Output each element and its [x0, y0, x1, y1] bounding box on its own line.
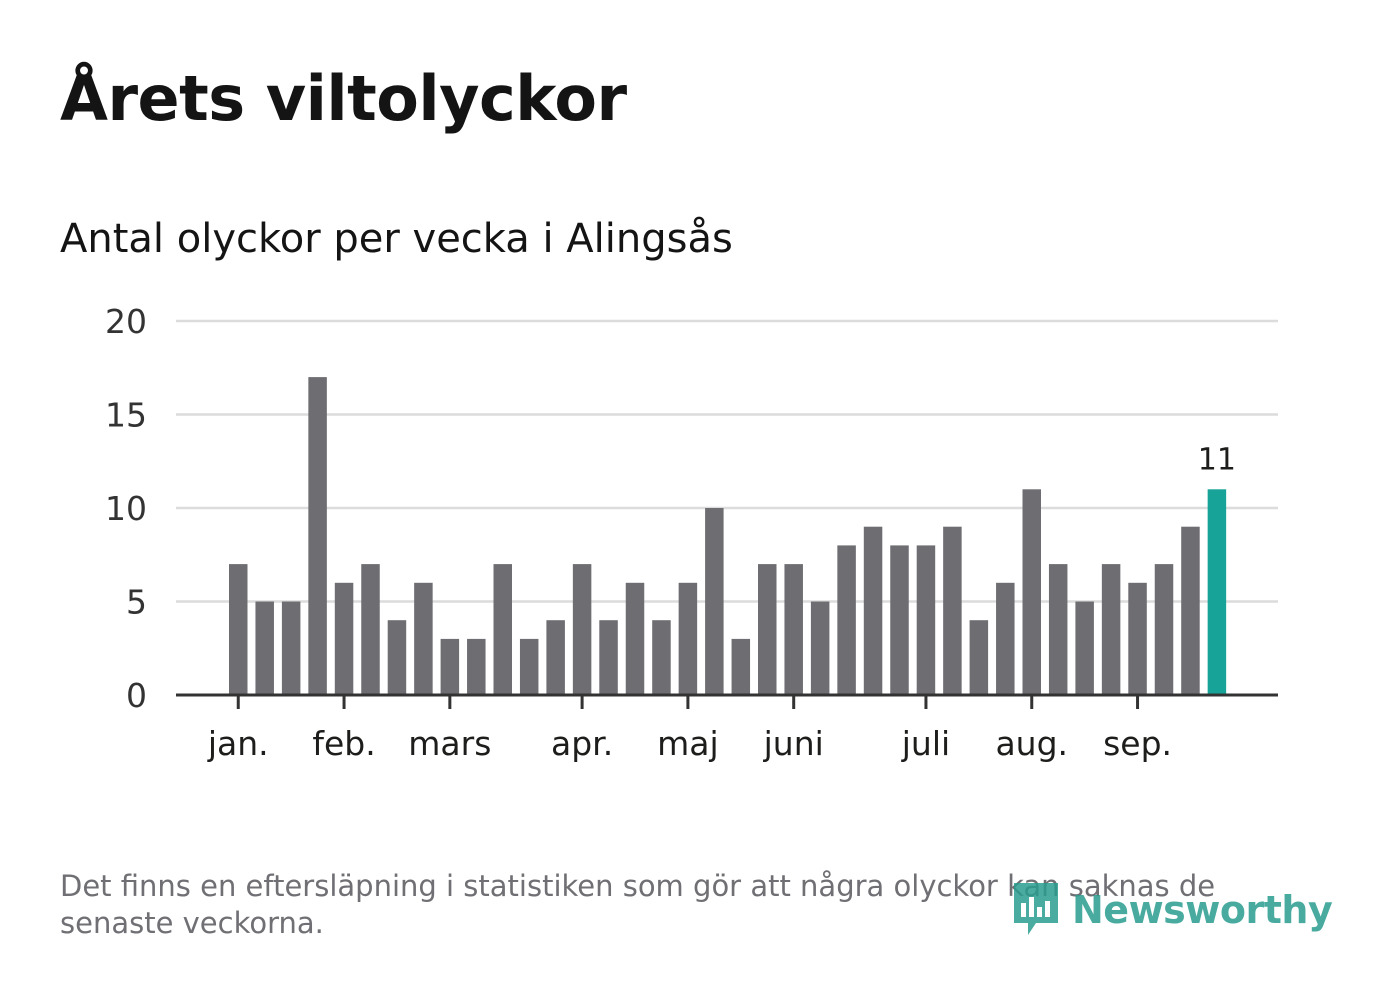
- x-tick-label: mars: [408, 724, 491, 763]
- bar: [229, 564, 248, 695]
- x-tick-label: sep.: [1103, 724, 1172, 763]
- bar: [996, 582, 1015, 695]
- bar: [863, 526, 883, 695]
- y-tick-label: 10: [105, 489, 147, 528]
- bar: [969, 620, 989, 695]
- bars-layer: 11: [229, 377, 1236, 695]
- x-tick-label: juli: [901, 724, 950, 763]
- bar: [837, 545, 856, 695]
- x-tick-label: jan.: [207, 724, 269, 763]
- bar: [493, 564, 512, 695]
- x-tick-label: aug.: [995, 724, 1068, 763]
- y-tick-label: 20: [105, 302, 147, 341]
- x-tick-label: juni: [763, 724, 824, 763]
- y-tick-label: 0: [126, 676, 147, 715]
- bar-highlight: [1207, 489, 1227, 695]
- bar: [308, 377, 327, 695]
- bar: [1048, 564, 1068, 695]
- bar: [1075, 601, 1094, 695]
- bar: [281, 601, 301, 695]
- bar: [599, 620, 618, 695]
- newsworthy-logo-icon: [1014, 883, 1058, 935]
- bar: [810, 601, 830, 695]
- bar: [546, 620, 565, 695]
- bar: [361, 564, 380, 695]
- bar: [890, 545, 909, 695]
- axis-layer: 0 5 10 15 20 jan. feb. mars apr. maj juni juli aug. s…: [105, 302, 1278, 763]
- grid-layer: [176, 319, 1278, 603]
- newsworthy-logo-text: Newsworthy: [1072, 888, 1333, 932]
- data-label: 11: [1198, 442, 1236, 477]
- bar: [1128, 582, 1147, 695]
- x-tick-label: maj: [657, 724, 719, 763]
- bar: [519, 638, 539, 695]
- chart-title: Årets viltolyckor: [60, 62, 627, 135]
- bar: [1022, 489, 1041, 695]
- bar: [440, 638, 460, 695]
- bar: [1154, 564, 1174, 695]
- bar: [678, 582, 698, 695]
- bar: [1181, 526, 1200, 695]
- bar: [334, 582, 354, 695]
- bar: [572, 564, 592, 695]
- chart-subtitle: Antal olyckor per vecka i Alingsås: [60, 216, 733, 262]
- bar: [255, 601, 274, 695]
- y-tick-label: 5: [126, 583, 147, 622]
- x-tick-label: apr.: [551, 724, 613, 763]
- bar: [758, 564, 777, 695]
- bar: [916, 545, 936, 695]
- bar: [652, 620, 671, 695]
- bar: [784, 564, 803, 695]
- bar: [1101, 564, 1121, 695]
- bar: [731, 638, 751, 695]
- bar: [467, 638, 486, 695]
- bar: [414, 582, 433, 695]
- bar: [705, 508, 724, 695]
- bar: [943, 526, 962, 695]
- bar: [625, 582, 645, 695]
- y-tick-label: 15: [105, 396, 147, 435]
- x-tick-label: feb.: [312, 724, 375, 763]
- bar: [387, 620, 407, 695]
- newsworthy-logo: Newsworthy: [1010, 878, 1333, 942]
